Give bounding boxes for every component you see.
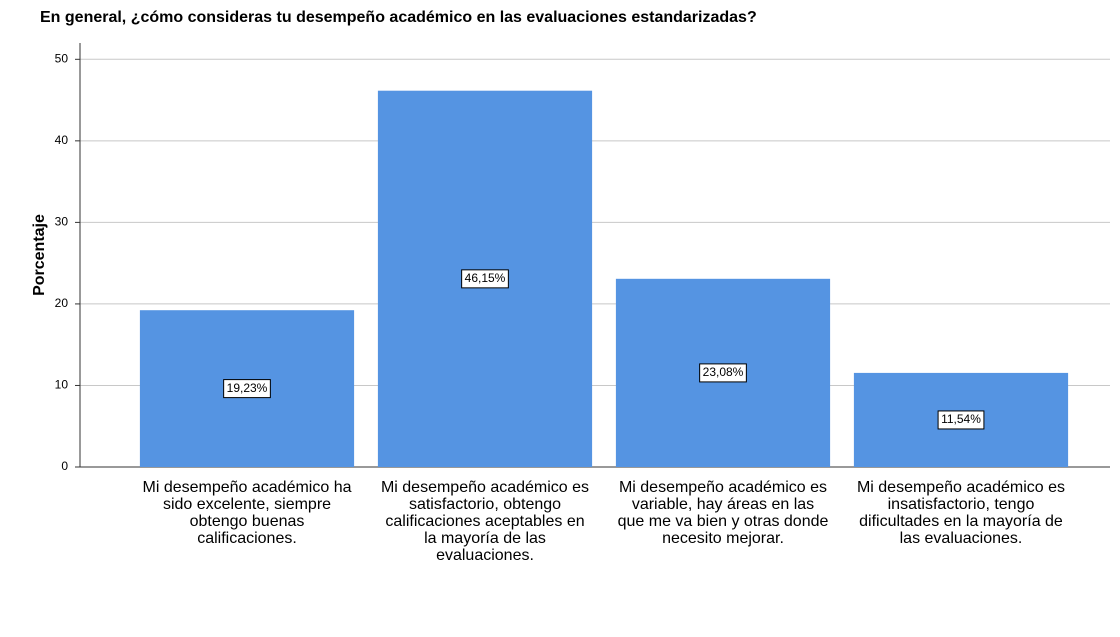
x-tick-label-box: Mi desempeño académico es satisfactorio,… — [380, 479, 590, 564]
x-tick-label-box: Mi desempeño académico ha sido excelente… — [142, 479, 352, 547]
data-label-box — [699, 363, 747, 383]
x-tick-label-box: Mi desempeño académico es insatisfactori… — [856, 479, 1066, 547]
x-tick-label: Mi desempeño académico es variable, hay … — [617, 479, 829, 547]
x-tick-label-box: Mi desempeño académico es variable, hay … — [617, 479, 829, 547]
y-tick-label: 20 — [55, 296, 69, 310]
data-label: 11,54% — [941, 412, 981, 426]
data-label-box — [223, 379, 271, 399]
y-tick-label: 30 — [55, 215, 69, 229]
y-tick-label: 50 — [55, 51, 69, 65]
y-tick-label: 0 — [61, 459, 68, 473]
data-label-box — [937, 410, 985, 430]
y-tick-label: 40 — [55, 133, 69, 147]
x-tick-label: Mi desempeño académico ha sido excelente… — [142, 479, 352, 547]
chart-title: En general, ¿cómo consideras tu desempeñ… — [40, 9, 757, 26]
data-label: 46,15% — [465, 271, 506, 285]
y-axis-label: Porcentaje — [31, 214, 48, 296]
data-label: 19,23% — [227, 381, 268, 395]
x-tick-label: Mi desempeño académico es insatisfactori… — [856, 479, 1066, 547]
data-label-box — [461, 269, 509, 289]
data-label: 23,08% — [703, 365, 744, 379]
x-tick-label: Mi desempeño académico es satisfactorio,… — [380, 479, 590, 564]
y-tick-label: 10 — [55, 378, 69, 392]
